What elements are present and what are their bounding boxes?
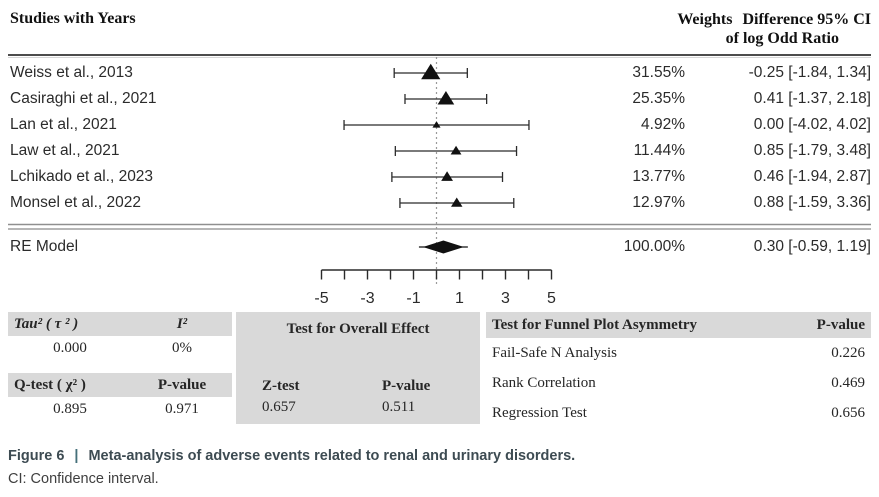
q-test-value-row: 0.895 0.971 [8, 397, 232, 421]
funnel-rows: Fail-Safe N Analysis 0.226 Rank Correlatio… [486, 338, 871, 428]
study-ci: 0.88 [-1.59, 3.36] [753, 194, 871, 211]
study-weight: 31.55% [632, 64, 685, 81]
study-row: Weiss et al., 2013 31.55% -0.25 [-1.84, 1.… [0, 61, 879, 85]
q-p-value: 0.971 [165, 401, 199, 417]
study-ci: 0.30 [-0.59, 1.19] [753, 238, 871, 255]
q-test-value: 0.895 [53, 401, 87, 417]
overall-effect-columns: Z-test 0.657 P-value 0.511 [236, 378, 480, 419]
svg-text:5: 5 [547, 290, 556, 307]
svg-text:-5: -5 [314, 290, 328, 307]
q-test-header-row: Q-test ( χ² ) P-value [8, 373, 232, 397]
study-label: Casiraghi et al., 2021 [10, 90, 157, 107]
table-gap [8, 360, 232, 373]
caption-note: CI: Confidence interval. [8, 471, 159, 487]
study-weight: 4.92% [641, 116, 685, 133]
tau-squared-value: 0.000 [53, 340, 87, 356]
overall-p-value: 0.511 [382, 399, 416, 415]
figure-caption: Figure 6 | Meta-analysis of adverse events… [8, 448, 575, 464]
study-row: Lan et al., 2021 4.92% 0.00 [-4.02, 4.02] [0, 113, 879, 137]
forest-plot: -5 -3 -1 1 3 5 [8, 54, 871, 307]
q-p-value-label: P-value [157, 377, 207, 393]
study-weight: 100.00% [623, 238, 685, 255]
svg-text:-3: -3 [360, 290, 374, 307]
study-row: Law et al., 2021 11.44% 0.85 [-1.79, 3.48] [0, 139, 879, 163]
study-ci: 0.41 [-1.37, 2.18] [753, 90, 871, 107]
caption-separator: | [74, 448, 79, 464]
study-label: Lchikado et al., 2023 [10, 168, 154, 185]
study-ci: 0.85 [-1.79, 3.48] [753, 142, 871, 159]
column-header-difference: Difference 95% CI [742, 11, 871, 28]
funnel-title: Test for Funnel Plot Asymmetry [492, 317, 697, 333]
overall-p-label: P-value [382, 378, 431, 394]
plot-header-columns: Weights Difference 95% CI of log Odd Rati… [571, 10, 871, 48]
study-weight: 11.44% [633, 142, 685, 159]
study-ci: -0.25 [-1.84, 1.34] [748, 64, 871, 81]
study-label: Monsel et al., 2022 [10, 194, 141, 211]
study-label: Law et al., 2021 [10, 142, 120, 159]
summary-row: RE Model 100.00% 0.30 [-0.59, 1.19] [0, 235, 879, 259]
study-weight: 25.35% [632, 90, 685, 107]
study-ci: 0.00 [-4.02, 4.02] [753, 116, 871, 133]
funnel-row: Fail-Safe N Analysis 0.226 [486, 338, 871, 368]
study-weight: 12.97% [632, 194, 685, 211]
study-ci: 0.46 [-1.94, 2.87] [753, 168, 871, 185]
q-test-label: Q-test ( χ² ) [14, 377, 86, 393]
i-squared-value: 0% [172, 340, 192, 356]
study-row: Monsel et al., 2022 12.97% 0.88 [-1.59, 3.… [0, 191, 879, 215]
overall-effect-title: Test for Overall Effect [286, 321, 430, 337]
funnel-row-label: Regression Test [492, 405, 587, 421]
funnel-row-label: Rank Correlation [492, 375, 596, 391]
plot-header-studies: Studies with Years [10, 10, 136, 27]
funnel-asymmetry-table: Test for Funnel Plot Asymmetry P-value F… [486, 312, 871, 428]
funnel-p-header: P-value [816, 317, 865, 333]
overall-effect-table: Test for Overall Effect Z-test 0.657 P-v… [236, 312, 480, 424]
svg-text:3: 3 [501, 290, 510, 307]
study-row: Casiraghi et al., 2021 25.35% 0.41 [-1.37,… [0, 87, 879, 111]
funnel-table-header: Test for Funnel Plot Asymmetry P-value [486, 312, 871, 338]
heterogeneity-table: Tau² ( τ ² ) I² 0.000 0% Q-test ( χ² ) P… [8, 312, 232, 421]
funnel-row-value: 0.656 [831, 405, 865, 421]
z-test-label: Z-test [262, 378, 300, 394]
study-label: RE Model [10, 238, 79, 255]
figure-label: Figure 6 [8, 448, 65, 464]
study-row: Lchikado et al., 2023 13.77% 0.46 [-1.94, … [0, 165, 879, 189]
z-test-column: Z-test 0.657 [236, 378, 358, 419]
funnel-row: Rank Correlation 0.469 [486, 368, 871, 398]
z-test-value: 0.657 [262, 399, 296, 415]
heterogeneity-value-row: 0.000 0% [8, 336, 232, 360]
funnel-row: Regression Test 0.656 [486, 398, 871, 428]
column-header-difference-line2: of log Odd Ratio [725, 30, 839, 47]
study-weight: 13.77% [632, 168, 685, 185]
study-label: Weiss et al., 2013 [10, 64, 133, 81]
funnel-row-value: 0.226 [831, 345, 865, 361]
svg-text:-1: -1 [406, 290, 420, 307]
heterogeneity-header-row: Tau² ( τ ² ) I² [8, 312, 232, 336]
p-value-column: P-value 0.511 [358, 378, 480, 419]
tau-squared-label: Tau² ( τ ² ) [14, 316, 79, 332]
column-header-weights: Weights [677, 11, 733, 28]
svg-text:1: 1 [455, 290, 464, 307]
i-squared-label: I² [176, 316, 188, 332]
study-label: Lan et al., 2021 [10, 116, 117, 133]
funnel-row-label: Fail-Safe N Analysis [492, 345, 617, 361]
funnel-row-value: 0.469 [831, 375, 865, 391]
caption-title: Meta-analysis of adverse events related … [88, 448, 576, 464]
study-rows: Weiss et al., 2013 31.55% -0.25 [-1.84, 1.… [0, 61, 879, 259]
